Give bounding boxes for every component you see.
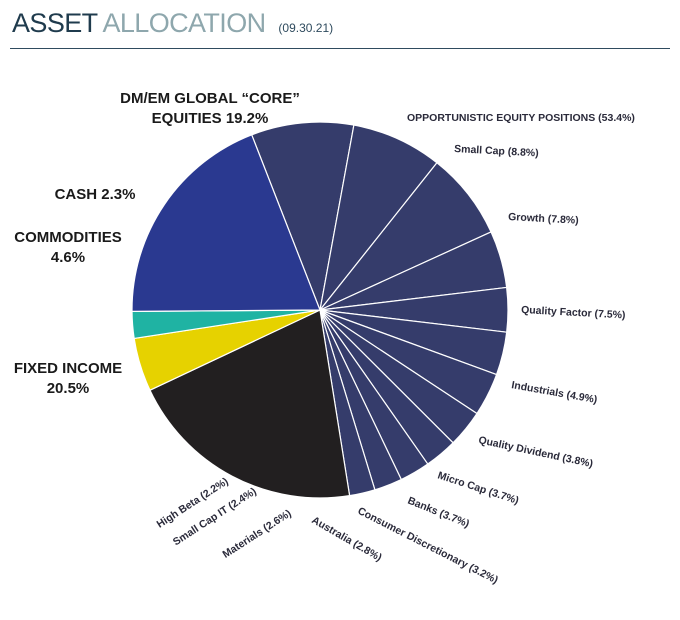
slice-label-line: DM/EM GLOBAL “CORE” xyxy=(120,90,300,107)
pie-slice xyxy=(149,309,351,499)
title-word-asset: ASSET xyxy=(12,8,98,38)
pie-slices xyxy=(131,121,509,499)
title-date: (09.30.21) xyxy=(278,21,334,35)
slice-label: COMMODITIES 4.6% xyxy=(14,229,122,266)
slice-label: Banks (3.7%) xyxy=(406,495,471,531)
slice-label: Consumer Discretionary (3.2%) xyxy=(356,505,500,586)
slice-label: FIXED INCOME 20.5% xyxy=(14,360,122,397)
slice-label: Quality Factor (7.5%) xyxy=(521,304,626,321)
group-label: OPPORTUNISTIC EQUITY POSITIONS (53.4%) xyxy=(407,112,635,124)
slice-label: Industrials (4.9%) xyxy=(510,379,598,406)
page-title: ASSET ALLOCATION (09.30.21) xyxy=(12,8,333,39)
slice-label-line: 4.6% xyxy=(51,249,85,266)
slice-label: DM/EM GLOBAL “CORE” EQUITIES 19.2% xyxy=(120,90,300,127)
slice-label-line: EQUITIES 19.2% xyxy=(152,110,269,127)
slice-label: Small Cap (8.8%) xyxy=(454,143,539,159)
header: ASSET ALLOCATION (09.30.21) xyxy=(10,4,670,49)
slice-label: High Beta (2.2%) xyxy=(155,475,231,530)
title-word-allocation: ALLOCATION xyxy=(102,8,266,38)
slice-label: Materials (2.6%) xyxy=(221,507,294,560)
pie-slice xyxy=(319,124,438,311)
slice-label-line: COMMODITIES xyxy=(14,229,122,246)
slice-label-line: CASH 2.3% xyxy=(55,186,136,203)
slice-label-line: FIXED INCOME xyxy=(14,360,122,377)
slice-label: Micro Cap (3.7%) xyxy=(436,469,520,507)
slice-label: Growth (7.8%) xyxy=(508,211,579,227)
slice-label-line: 20.5% xyxy=(47,380,90,397)
slice-label: CASH 2.3% xyxy=(55,186,136,203)
pie-slice xyxy=(131,134,321,312)
slice-label: Quality Dividend (3.8%) xyxy=(477,434,594,470)
